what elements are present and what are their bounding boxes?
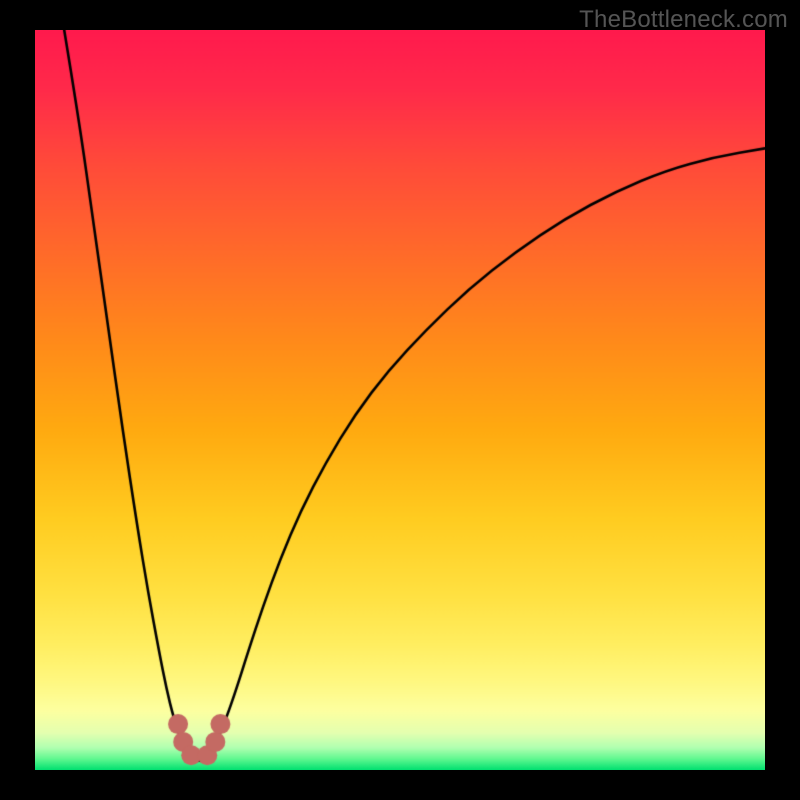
chart-plot-area (35, 30, 765, 770)
chart-markers (35, 30, 765, 770)
root-frame: TheBottleneck.com (0, 0, 800, 800)
